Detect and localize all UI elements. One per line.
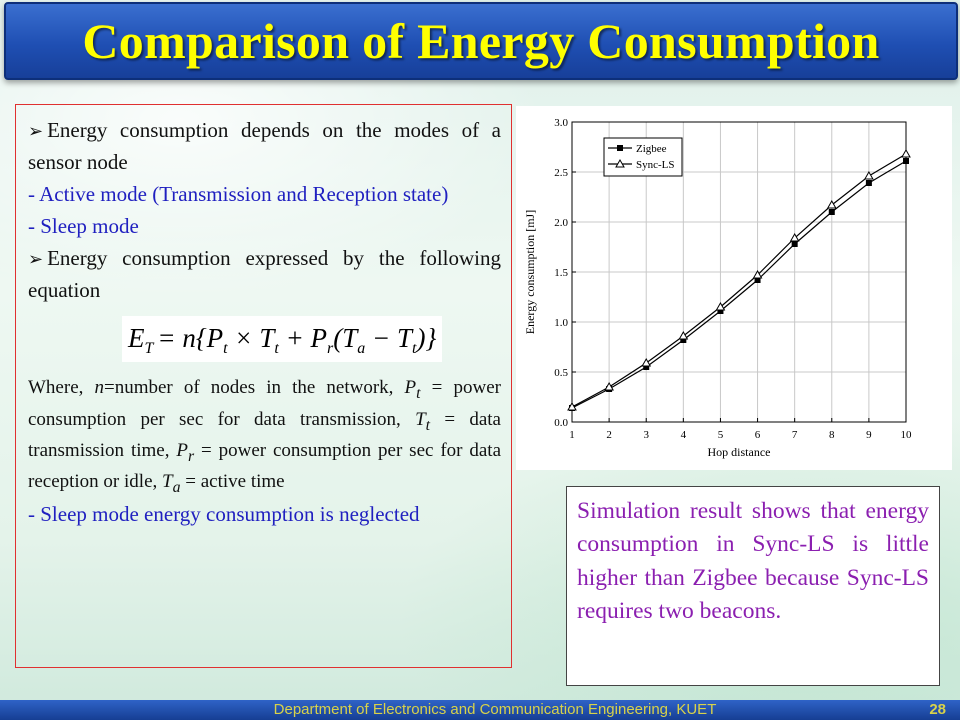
arrow-bullet-icon: ➢ bbox=[28, 121, 44, 141]
data-point-zigbee bbox=[903, 158, 909, 164]
equation-image: ET = n{Pt × Tt + Pr(Ta − Tt)} bbox=[122, 316, 442, 363]
energy-chart-svg: 1 2 3 4 5 6 7 8 9 10 0.0 0.5 1.0 1.5 2.0 2.5 3.0 Hop dist… bbox=[523, 117, 913, 459]
left-content-box: ➢ Energy consumption depends on the modes… bbox=[15, 104, 512, 668]
equation-lhs-sub: T bbox=[145, 340, 155, 357]
y-tick-label: 2.0 bbox=[554, 217, 568, 229]
bullet-1-text: Energy consumption depends on the modes … bbox=[28, 118, 501, 174]
data-point-sync-ls bbox=[641, 357, 652, 367]
y-tick-label: 0.5 bbox=[554, 367, 568, 379]
series-line-sync-ls bbox=[571, 153, 907, 408]
data-point-zigbee bbox=[717, 308, 724, 314]
data-point-sync-ls bbox=[752, 269, 763, 279]
data-point-sync-ls bbox=[864, 170, 874, 180]
x-axis-label: Hop distance bbox=[708, 445, 771, 459]
x-tick-label: 3 bbox=[643, 429, 649, 441]
bullet-1-sub-1: - Active mode (Transmission and Receptio… bbox=[28, 181, 449, 206]
legend-marker bbox=[617, 145, 623, 151]
x-tick-label: 8 bbox=[829, 429, 835, 441]
x-tick-label: 1 bbox=[569, 429, 575, 441]
data-point-sync-ls bbox=[715, 301, 726, 311]
y-tick-label: 1.5 bbox=[554, 267, 568, 279]
page-number: 28 bbox=[929, 701, 946, 718]
legend-box bbox=[603, 137, 683, 177]
bullet-1-sub-2: - Sleep mode bbox=[28, 213, 139, 238]
x-tick-label: 2 bbox=[606, 429, 612, 441]
simulation-result-box: Simulation result shows that energy cons… bbox=[566, 486, 940, 686]
legend-marker bbox=[615, 158, 625, 168]
bullet-1: ➢ Energy consumption depends on the modes… bbox=[28, 115, 501, 179]
footer-bar: Department of Electronics and Communicat… bbox=[0, 700, 960, 720]
simulation-result-text: Simulation result shows that energy cons… bbox=[577, 498, 929, 625]
bullet-2-text: Energy consumption expressed by the foll… bbox=[28, 245, 501, 302]
equation-area: ET = n{Pt × Tt + Pr(Ta − Tt)} bbox=[28, 306, 501, 372]
y-tick-label: 2.5 bbox=[554, 167, 568, 179]
slide-title: Comparison of Energy Consumption bbox=[82, 13, 880, 69]
y-tick-label: 0.0 bbox=[554, 417, 568, 429]
energy-chart: 1 2 3 4 5 6 7 8 9 10 0.0 0.5 1.0 1.5 2.0 2.5 3.0 Hop dist… bbox=[516, 106, 952, 470]
series-line-zigbee bbox=[571, 160, 907, 409]
y-axis-label: Energy consumption [mJ] bbox=[523, 210, 537, 334]
data-point-zigbee bbox=[828, 209, 835, 215]
x-tick-label: 9 bbox=[866, 429, 872, 441]
x-tick-label: 7 bbox=[792, 429, 798, 441]
data-point-zigbee bbox=[754, 277, 761, 283]
arrow-bullet-icon: ➢ bbox=[28, 248, 44, 269]
y-tick-label: 1.0 bbox=[554, 317, 568, 329]
data-point-zigbee bbox=[865, 180, 872, 186]
variable-definitions: Where, n=number of nodes in the network,… bbox=[28, 377, 502, 496]
footer-department: Department of Electronics and Communicat… bbox=[273, 701, 717, 718]
y-tick-label: 3.0 bbox=[554, 117, 568, 129]
equation-lhs: E bbox=[127, 323, 145, 353]
legend-label: Sync-LS bbox=[636, 159, 675, 171]
legend-label: Zigbee bbox=[636, 143, 667, 155]
bullet-2: ➢ Energy consumption expressed by the fol… bbox=[28, 243, 501, 307]
data-point-sync-ls bbox=[567, 401, 577, 411]
x-tick-label: 10 bbox=[901, 429, 913, 441]
equation-rhs: = n{P bbox=[157, 323, 223, 353]
data-point-zigbee bbox=[680, 337, 687, 343]
data-point-sync-ls bbox=[604, 381, 614, 391]
energy-equation-svg: ET = n{Pt × Tt + Pr(Ta − Tt)} bbox=[127, 323, 436, 357]
x-tick-label: 4 bbox=[681, 429, 687, 441]
data-point-sync-ls bbox=[789, 232, 800, 242]
data-point-sync-ls bbox=[678, 330, 689, 340]
data-point-sync-ls bbox=[826, 199, 837, 209]
sleep-mode-note: - Sleep mode energy consumption is negle… bbox=[28, 502, 420, 527]
x-tick-label: 5 bbox=[718, 429, 724, 441]
data-point-sync-ls bbox=[901, 148, 911, 158]
title-bar: Comparison of Energy Consumption bbox=[4, 2, 958, 80]
data-point-zigbee bbox=[643, 364, 650, 370]
data-point-zigbee bbox=[791, 241, 798, 247]
equation-text: ET = n{Pt × Tt + Pr(Ta − Tt)} bbox=[127, 323, 436, 357]
x-tick-label: 6 bbox=[755, 429, 761, 441]
